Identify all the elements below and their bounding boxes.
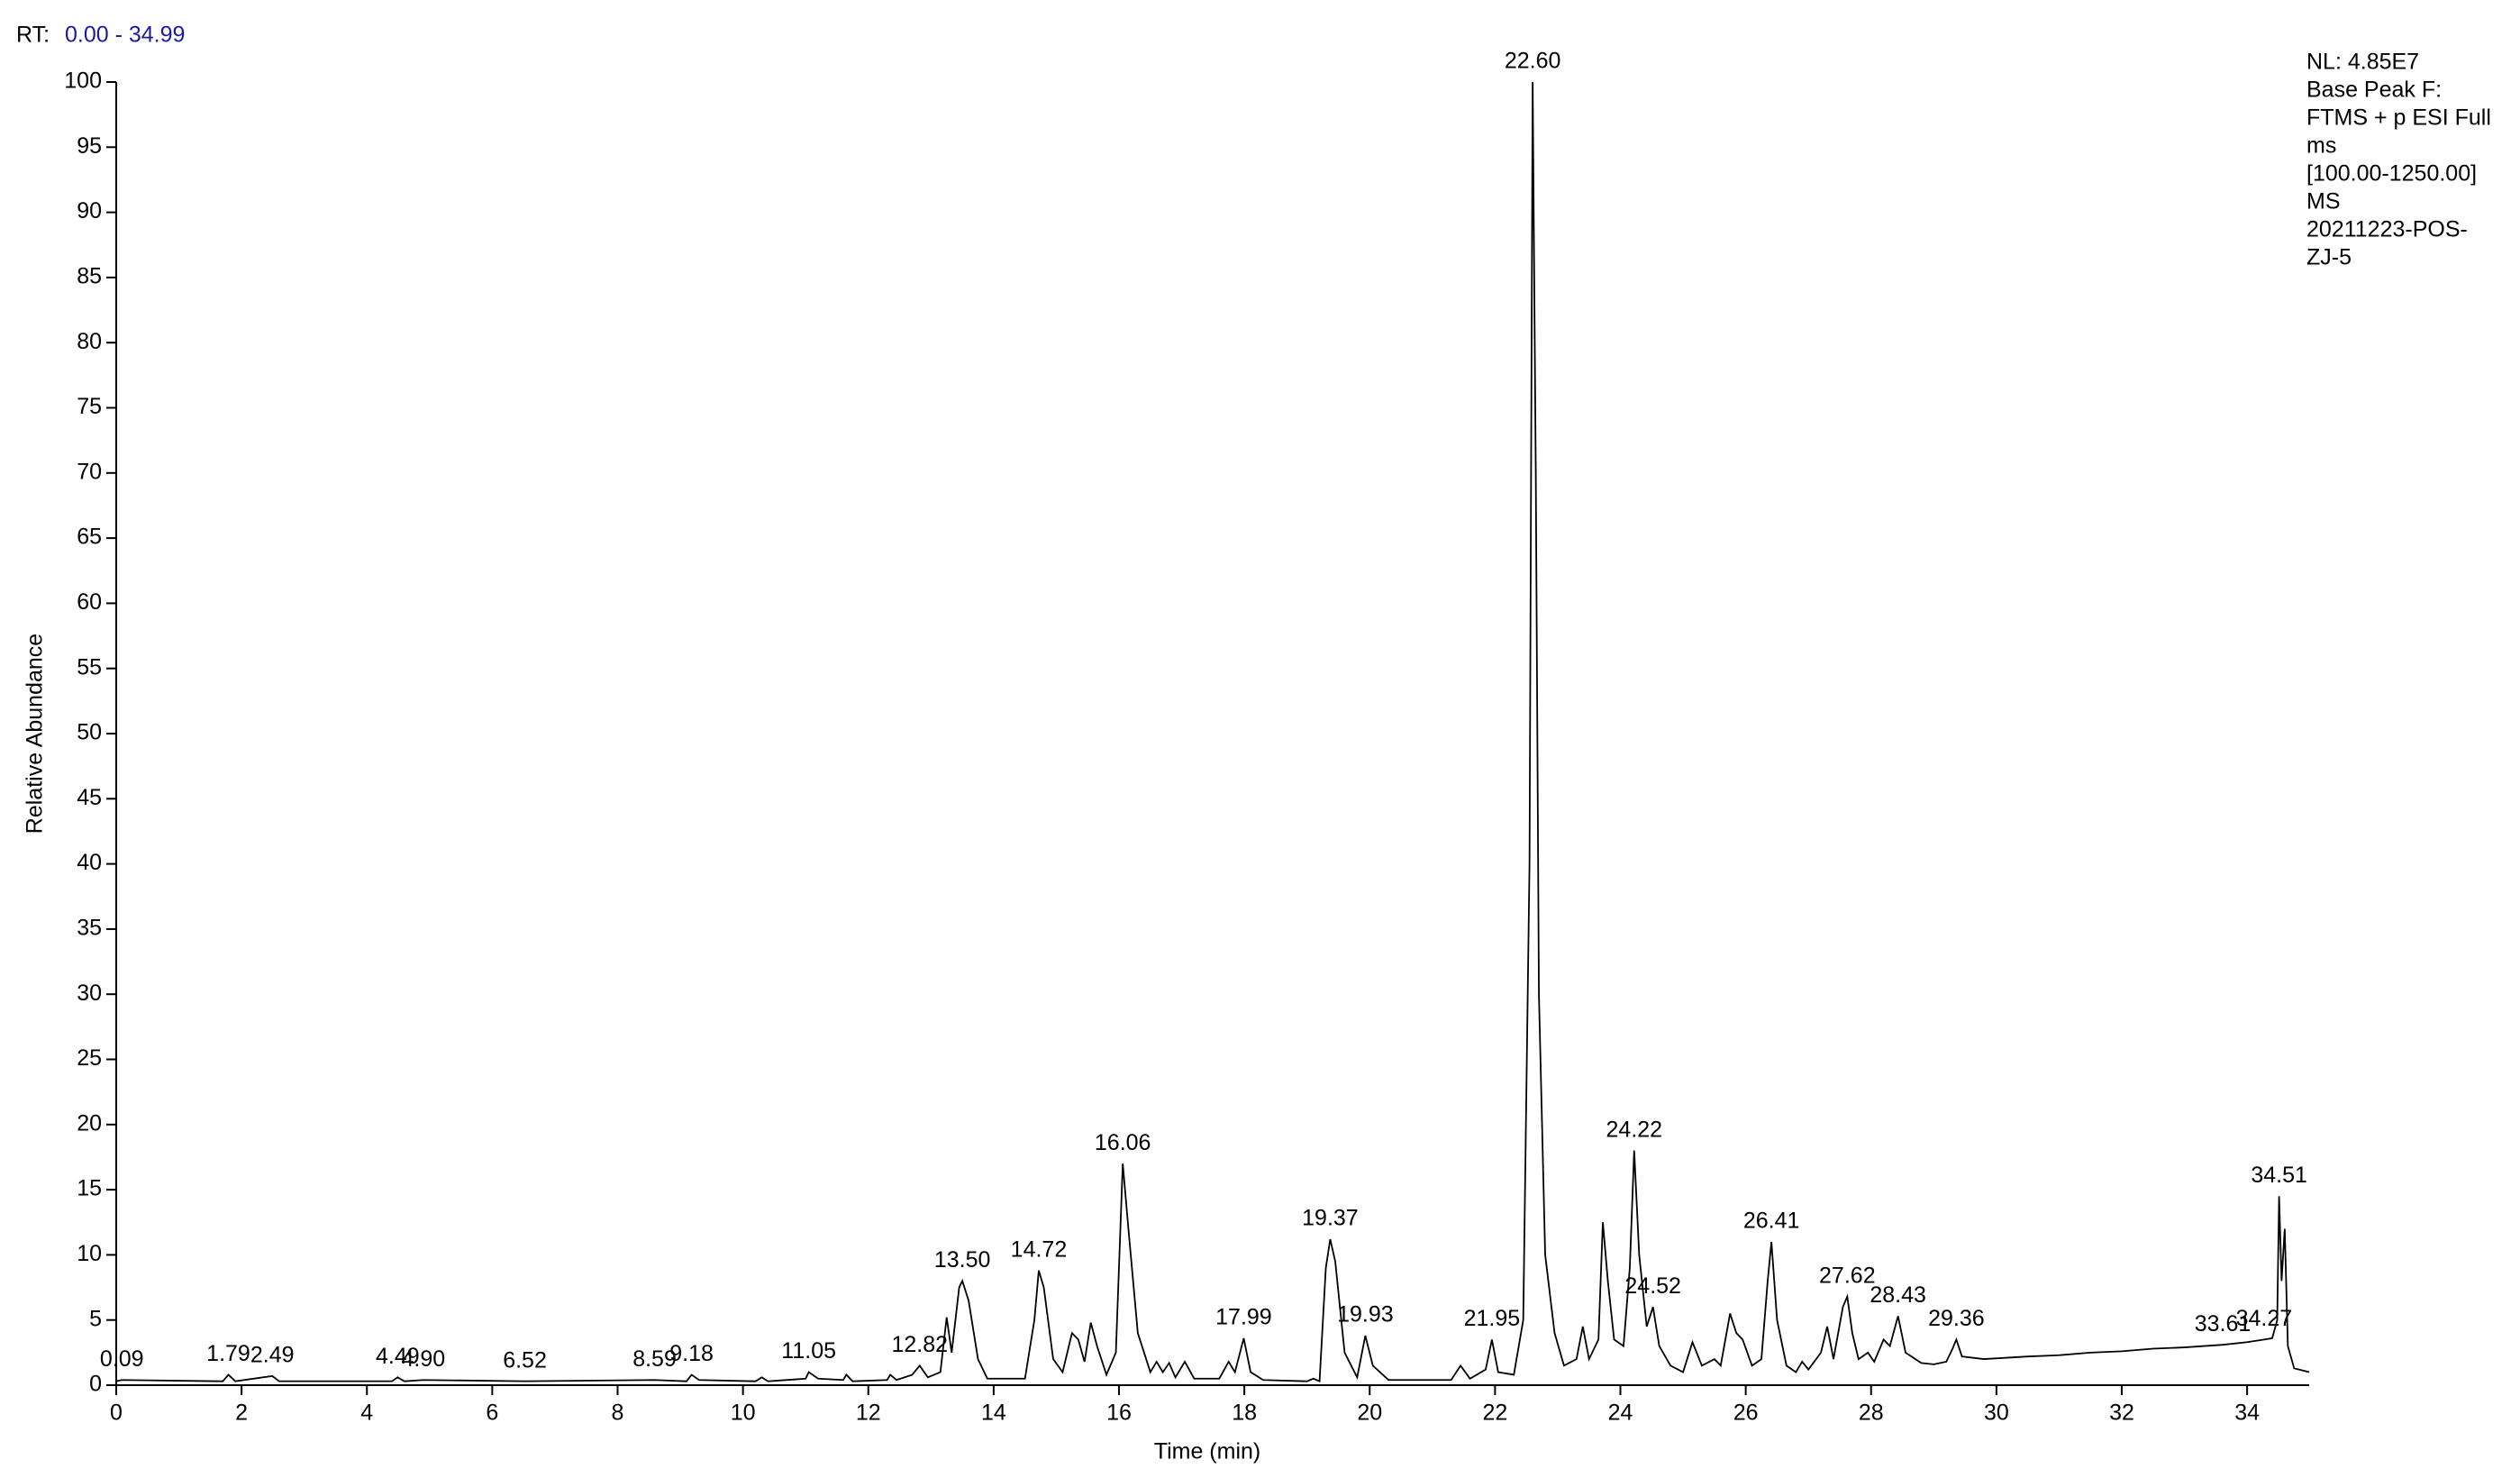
x-tick-label: 0 — [110, 1400, 123, 1426]
x-tick-label: 18 — [1232, 1400, 1257, 1426]
peak-label: 16.06 — [1095, 1130, 1151, 1155]
y-tick-label: 85 — [77, 264, 102, 289]
peak-label: 34.27 — [2236, 1306, 2293, 1331]
x-tick-label: 4 — [360, 1400, 373, 1426]
peak-label: 24.22 — [1606, 1117, 1663, 1142]
info-line: 20211223-POS- — [2306, 217, 2468, 242]
y-tick-label: 75 — [77, 394, 102, 419]
trace — [115, 81, 2310, 1382]
x-tick-label: 6 — [486, 1400, 498, 1426]
peak-label: 0.09 — [100, 1346, 144, 1372]
peak-label: 19.93 — [1337, 1302, 1394, 1327]
x-tick-label: 30 — [1984, 1400, 2009, 1426]
info-line: MS — [2306, 189, 2341, 214]
y-tick-label: 40 — [77, 850, 102, 875]
info-line: ZJ-5 — [2306, 245, 2352, 270]
x-axis-label: Time (min) — [1154, 1439, 1261, 1464]
peak-label: 8.59 — [632, 1346, 677, 1372]
y-tick-label: 30 — [77, 981, 102, 1006]
x-tick-label: 12 — [856, 1400, 881, 1426]
y-tick-label: 45 — [77, 785, 102, 810]
y-tick-label: 60 — [77, 589, 102, 615]
y-tick-label: 100 — [64, 68, 102, 94]
x-tick-label: 24 — [1608, 1400, 1633, 1426]
y-tick-label: 65 — [77, 525, 102, 550]
x-tick-label: 2 — [235, 1400, 248, 1426]
info-line: ms — [2306, 133, 2336, 159]
peak-label: 9.18 — [669, 1341, 714, 1366]
range: 0.00 - 34.99 — [65, 23, 185, 48]
y-tick-label: 20 — [77, 1110, 102, 1136]
info-line: Base Peak F: — [2306, 78, 2442, 103]
y-tick-label: 10 — [77, 1241, 102, 1266]
y-tick-label: 5 — [89, 1306, 102, 1331]
peak-label: 14.72 — [1011, 1236, 1068, 1262]
peak-label: 29.36 — [1928, 1306, 1985, 1331]
peak-label: 13.50 — [934, 1247, 991, 1273]
x-tick-label: 22 — [1482, 1400, 1507, 1426]
x-tick-label: 14 — [981, 1400, 1006, 1426]
peak-label: 34.51 — [2251, 1163, 2307, 1188]
x-tick-label: 28 — [1859, 1400, 1884, 1426]
y-tick-label: 95 — [77, 133, 102, 159]
y-tick-label: 90 — [77, 198, 102, 224]
y-tick-label: 80 — [77, 329, 102, 354]
x-tick-label: 34 — [2234, 1400, 2260, 1426]
y-tick-label: 15 — [77, 1176, 102, 1201]
y-axis-label: Relative Abundance — [23, 634, 48, 834]
y-tick-label: 70 — [77, 459, 102, 484]
peak-label: 2.49 — [250, 1342, 295, 1367]
x-tick-label: 20 — [1357, 1400, 1382, 1426]
peak-label: 6.52 — [503, 1347, 547, 1373]
info-line: FTMS + p ESI Full — [2306, 105, 2491, 131]
x-tick-label: 32 — [2109, 1400, 2134, 1426]
info-line: [100.00-1250.00] — [2306, 161, 2477, 187]
peak-label: 27.62 — [1819, 1263, 1876, 1288]
peak-label: 24.52 — [1624, 1273, 1681, 1299]
info-line: NL: 4.85E7 — [2306, 50, 2419, 75]
peak-label: 12.82 — [892, 1332, 949, 1357]
peak-label: 28.43 — [1870, 1282, 1926, 1308]
peak-label: 21.95 — [1464, 1306, 1521, 1331]
range-label: RT: — [16, 23, 50, 48]
y-tick-label: 25 — [77, 1045, 102, 1071]
peak-label: 11.05 — [781, 1338, 836, 1364]
y-tick-label: 0 — [89, 1372, 102, 1397]
x-tick-label: 26 — [1733, 1400, 1759, 1426]
y-tick-label: 35 — [77, 916, 102, 941]
peak-label: 17.99 — [1215, 1305, 1272, 1330]
peak-label: 26.41 — [1743, 1209, 1800, 1234]
peak-label: 4.49 — [376, 1344, 420, 1369]
y-tick-label: 55 — [77, 654, 102, 680]
peak-label: 4.90 — [402, 1346, 446, 1372]
peak-label: 22.60 — [1505, 49, 1561, 74]
x-tick-label: 10 — [731, 1400, 756, 1426]
y-tick-label: 50 — [77, 720, 102, 745]
peak-label: 1.79 — [206, 1341, 250, 1366]
peak-label: 19.37 — [1302, 1206, 1359, 1231]
x-tick-label: 8 — [612, 1400, 624, 1426]
peak-label: 33.61 — [2195, 1311, 2252, 1337]
x-tick-label: 16 — [1106, 1400, 1132, 1426]
